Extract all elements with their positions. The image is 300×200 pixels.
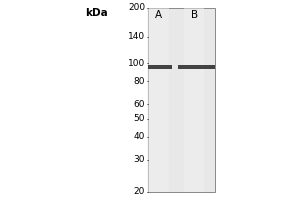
Text: 80: 80 — [134, 77, 145, 86]
Text: 30: 30 — [134, 155, 145, 164]
Text: 140: 140 — [128, 32, 145, 41]
Text: 60: 60 — [134, 100, 145, 109]
Text: 100: 100 — [128, 59, 145, 68]
Text: kDa: kDa — [85, 8, 108, 18]
Bar — [178, 65, 215, 69]
Text: 40: 40 — [134, 132, 145, 141]
Bar — [147, 8, 169, 192]
Bar — [184, 8, 204, 192]
Text: 20: 20 — [134, 188, 145, 196]
Text: B: B — [191, 10, 199, 20]
Bar — [148, 8, 215, 192]
Text: A: A — [154, 10, 162, 20]
Text: 50: 50 — [134, 114, 145, 123]
Text: 200: 200 — [128, 3, 145, 12]
Bar — [148, 65, 172, 69]
